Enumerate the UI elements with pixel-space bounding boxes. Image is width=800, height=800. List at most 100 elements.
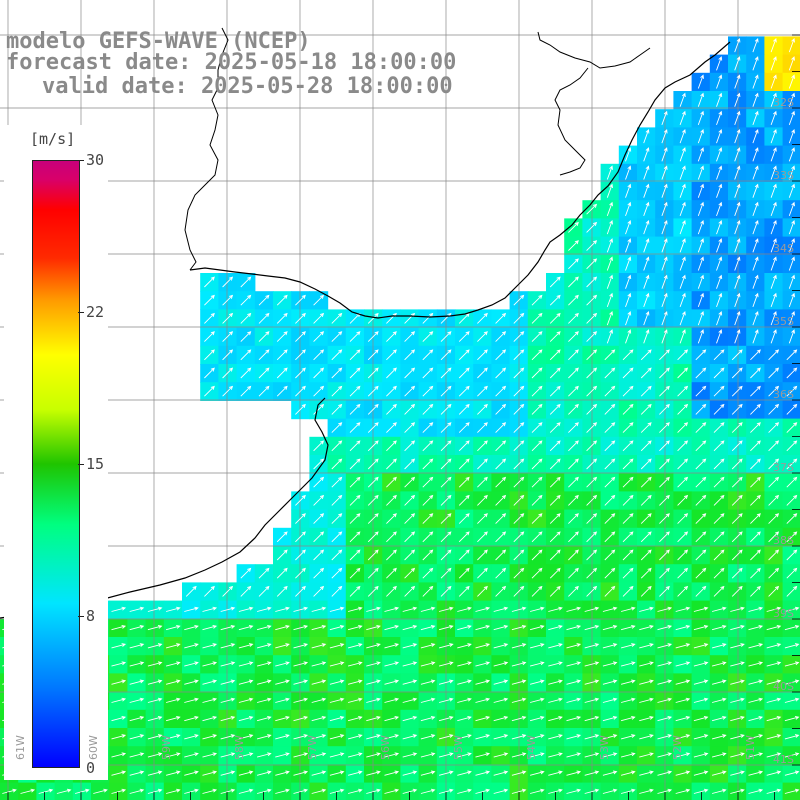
wind-arrow — [531, 294, 543, 306]
wind-arrow — [620, 770, 636, 776]
wind-arrow — [202, 661, 218, 667]
colorbar-tick-30: 30 — [86, 151, 105, 169]
wind-arrow — [752, 147, 759, 162]
wind-arrow — [402, 715, 418, 722]
wind-arrow — [730, 697, 745, 703]
wind-arrow — [602, 715, 618, 722]
wind-arrow — [625, 256, 632, 271]
wind-arrow — [184, 715, 199, 722]
wind-arrow — [129, 752, 145, 758]
wind-arrow — [711, 788, 727, 794]
wind-arrow — [477, 440, 488, 452]
wind-arrow — [386, 585, 397, 597]
wind-arrow — [602, 788, 618, 794]
wind-arrow — [513, 458, 525, 470]
wind-arrow — [657, 770, 673, 776]
wind-arrow — [367, 513, 379, 524]
wind-arrow — [404, 549, 416, 561]
wind-arrow — [238, 734, 254, 740]
wind-arrow — [420, 715, 436, 722]
wind-arrow — [748, 752, 764, 758]
wind-arrow — [313, 476, 325, 488]
wind-arrow — [165, 752, 181, 758]
wind-arrow — [111, 697, 127, 703]
wind-arrow — [420, 606, 436, 612]
wind-arrow — [238, 752, 254, 758]
wind-arrow — [275, 624, 290, 631]
wind-arrow — [548, 752, 563, 758]
wind-arrow — [204, 276, 215, 288]
wind-arrow — [240, 385, 252, 397]
wind-arrow — [625, 219, 632, 235]
legend-unit: [m/s] — [30, 130, 76, 148]
wind-arrow — [784, 624, 800, 631]
wind-arrow — [549, 349, 561, 361]
wind-arrow — [386, 549, 397, 561]
wind-arrow — [438, 606, 454, 612]
wind-arrow — [750, 567, 761, 579]
wind-arrow — [238, 661, 254, 667]
wind-arrow — [786, 567, 798, 579]
wind-arrow — [695, 494, 707, 506]
wind-arrow — [404, 440, 416, 452]
wind-arrow — [440, 531, 452, 543]
wind-arrow — [604, 385, 616, 397]
wind-arrow — [366, 770, 381, 776]
wind-arrow — [606, 201, 613, 217]
wind-arrow — [679, 201, 686, 217]
wind-arrow — [511, 697, 527, 703]
wind-arrow — [675, 788, 691, 794]
wind-arrow — [457, 770, 472, 776]
wind-arrow — [602, 752, 618, 758]
wind-arrow — [367, 476, 379, 488]
wind-arrow — [295, 349, 306, 361]
wind-arrow — [495, 385, 507, 397]
wind-arrow — [602, 643, 618, 649]
wind-arrow — [347, 697, 363, 703]
wind-arrow — [111, 715, 127, 722]
wind-arrow — [695, 403, 707, 415]
colorbar-tick-0: 0 — [86, 759, 96, 777]
wind-arrow — [238, 624, 254, 631]
wind-arrow — [493, 770, 509, 776]
wind-arrow — [786, 476, 798, 488]
wind-arrow — [386, 494, 397, 506]
wind-arrow — [240, 567, 252, 579]
wind-arrow — [766, 661, 782, 667]
wind-arrow — [220, 661, 236, 667]
wind-arrow — [458, 440, 470, 452]
wind-arrow — [422, 476, 434, 488]
wind-arrow — [422, 458, 434, 470]
wind-arrow — [477, 312, 488, 324]
wind-arrow — [734, 92, 741, 107]
wind-arrow — [549, 549, 561, 561]
wind-arrow — [276, 567, 288, 579]
wind-arrow — [147, 624, 163, 631]
wind-arrow — [568, 549, 579, 561]
wind-arrow — [202, 734, 218, 740]
wind-arrow — [458, 567, 470, 579]
wind-arrow — [513, 349, 525, 361]
wind-arrow — [661, 183, 668, 198]
wind-arrow — [643, 128, 650, 144]
wind-arrow — [716, 128, 723, 144]
wind-arrow — [531, 494, 543, 506]
wind-arrow — [422, 513, 434, 524]
wind-arrow — [495, 476, 507, 488]
wind-arrow — [531, 385, 543, 397]
wind-arrow — [766, 624, 782, 631]
wind-arrow — [639, 643, 654, 649]
wind-arrow — [129, 679, 145, 685]
wind-arrow — [768, 549, 780, 561]
wind-arrow — [438, 752, 454, 758]
wind-arrow — [349, 513, 361, 524]
wind-arrow — [402, 697, 418, 703]
colorbar-mark — [78, 312, 84, 313]
wind-arrow — [220, 679, 236, 685]
wind-arrow — [513, 549, 525, 561]
wind-arrow — [256, 661, 272, 667]
wind-arrow — [147, 697, 163, 703]
wind-arrow — [367, 385, 379, 397]
wind-arrow — [184, 752, 199, 758]
